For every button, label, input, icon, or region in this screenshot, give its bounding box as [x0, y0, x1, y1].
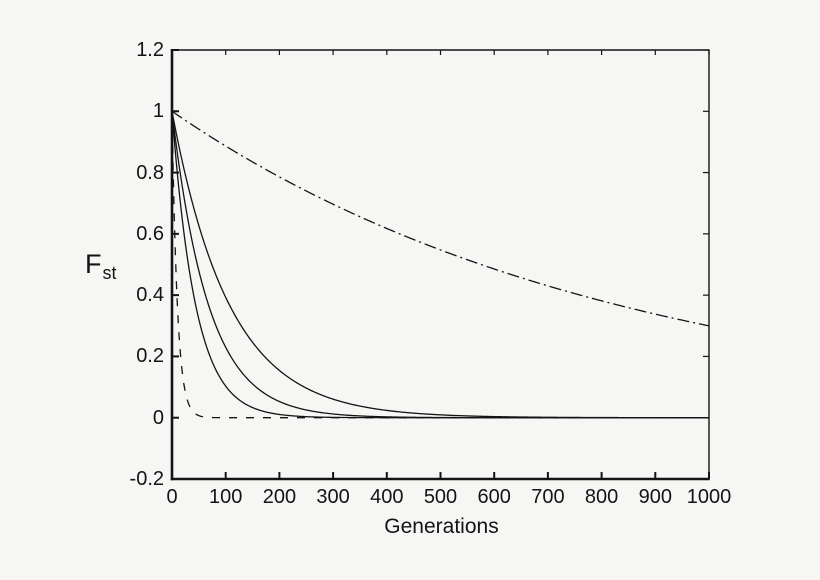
x-axis-label: Generations [384, 515, 499, 538]
x-tick-label-300: 300 [316, 486, 350, 508]
x-tick-label-0: 0 [166, 486, 178, 508]
series-fastest-dashed [171, 111, 709, 419]
y-tick-label-1.2: 1.2 [136, 39, 164, 61]
y-tick-label-0.6: 0.6 [136, 222, 164, 245]
y-tick-label-0.2: 0.2 [136, 345, 164, 368]
y-axis-label-subscript: st [102, 262, 117, 283]
y-tick-label-1: 1 [152, 100, 164, 123]
series-fast-solid [171, 111, 709, 419]
series-slowest-dashdot [171, 110, 710, 327]
x-tick-label-800: 800 [584, 486, 619, 508]
x-tick-label-200: 200 [262, 486, 297, 508]
x-tick-label-700: 700 [531, 486, 565, 508]
y-tick-label-0.4: 0.4 [136, 284, 164, 307]
x-tick-label-600: 600 [477, 486, 511, 508]
y-axis-label: Fst [85, 248, 117, 283]
series-slow-solid [171, 111, 709, 419]
y-tick-label--0.2: -0.2 [129, 468, 164, 490]
x-tick-label-100: 100 [209, 486, 243, 508]
y-axis-label-main: F [85, 248, 102, 279]
y-tick-label-0.8: 0.8 [136, 161, 164, 184]
x-tick-label-400: 400 [370, 486, 404, 508]
y-tick-label-0: 0 [152, 406, 164, 429]
x-tick-label-500: 500 [423, 486, 458, 508]
x-tick-label-1000: 1000 [686, 486, 732, 508]
x-tick-label-900: 900 [638, 486, 672, 508]
series-medium-solid [171, 111, 709, 419]
